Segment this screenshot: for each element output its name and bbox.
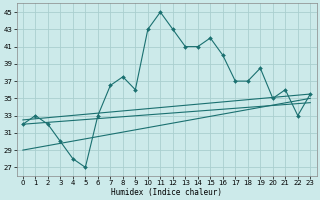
X-axis label: Humidex (Indice chaleur): Humidex (Indice chaleur) [111, 188, 222, 197]
